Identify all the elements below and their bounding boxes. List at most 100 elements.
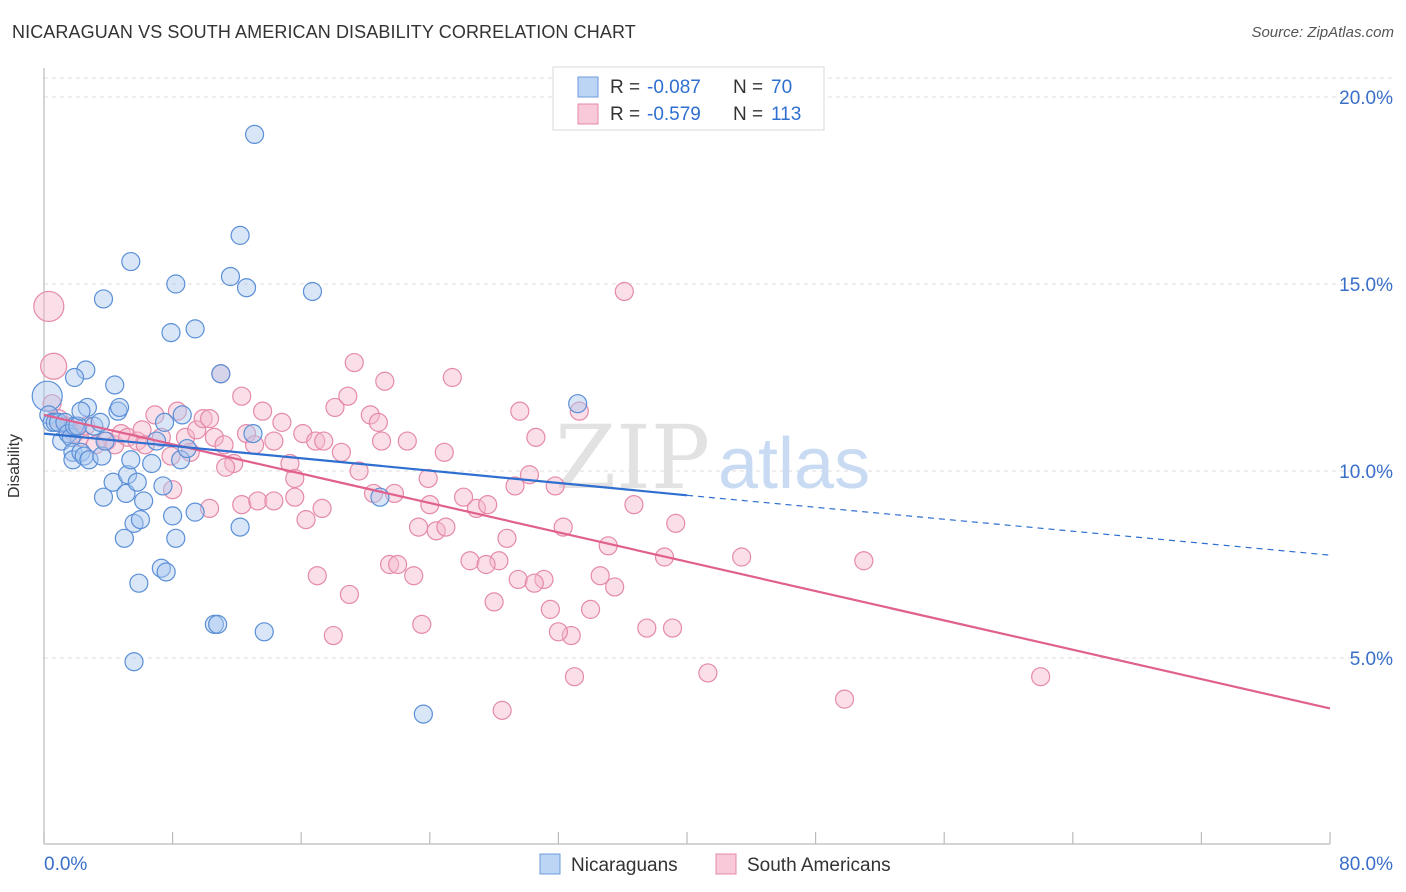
chart-title: NICARAGUAN VS SOUTH AMERICAN DISABILITY … — [12, 22, 636, 42]
data-point-south-americans — [605, 577, 625, 597]
data-point-south-americans — [854, 551, 874, 571]
watermark-atlas: atlas — [718, 424, 870, 504]
data-point-nicaraguans — [127, 472, 147, 492]
data-point-south-americans — [360, 405, 380, 425]
data-point-nicaraguans — [114, 528, 134, 548]
data-point-nicaraguans — [220, 266, 241, 287]
data-point-nicaraguans — [244, 124, 265, 144]
data-point-south-americans — [637, 618, 657, 638]
series-south-americans — [33, 281, 1051, 720]
data-point-nicaraguans — [71, 401, 91, 421]
data-point-nicaraguans — [76, 360, 96, 380]
data-point-nicaraguans — [121, 251, 141, 272]
data-point-nicaraguans — [153, 476, 173, 496]
data-point-south-americans — [666, 513, 686, 533]
data-point-south-americans — [508, 569, 528, 590]
data-point-nicaraguans — [236, 278, 257, 298]
data-point-south-americans — [569, 401, 589, 421]
data-point-south-americans — [380, 554, 400, 575]
data-point-south-americans — [453, 487, 474, 507]
data-point-south-americans — [442, 367, 462, 388]
axes: 5.0% 10.0% 15.0% 20.0% 0.0% 80.0% — [43, 68, 1393, 875]
data-point-south-americans — [216, 457, 236, 477]
data-point-south-americans — [545, 476, 565, 496]
data-point-south-americans — [371, 431, 392, 451]
data-point-south-americans — [344, 352, 364, 373]
data-point-nicaraguans — [142, 453, 162, 474]
data-point-south-americans — [232, 386, 252, 406]
data-point-nicaraguans — [63, 442, 83, 462]
data-point-south-americans — [489, 551, 509, 571]
data-point-nicaraguans — [109, 397, 130, 418]
data-point-south-americans — [388, 554, 408, 575]
data-point-nicaraguans — [58, 424, 78, 444]
data-point-nicaraguans — [171, 450, 191, 470]
watermark-zip: ZIP — [555, 406, 710, 509]
data-point-south-americans — [476, 554, 496, 575]
data-point-south-americans — [161, 446, 181, 466]
legend-bottom: Nicaraguans South Americans — [539, 853, 891, 876]
data-point-south-americans — [163, 480, 183, 500]
data-point-south-americans — [248, 491, 268, 511]
legend-swatch-south-americans — [577, 103, 599, 125]
data-point-south-americans — [732, 547, 752, 567]
legend-n-label: N = — [733, 77, 763, 98]
data-point-nicaraguans — [166, 274, 186, 294]
data-point-south-americans — [204, 427, 224, 447]
data-point-south-americans — [285, 487, 305, 507]
y-tick-label: 5.0% — [1350, 649, 1393, 670]
data-point-south-americans — [698, 663, 718, 683]
legend-r-value-south-americans: -0.579 — [647, 104, 701, 125]
data-point-nicaraguans — [568, 394, 588, 414]
data-point-south-americans — [232, 495, 252, 515]
data-point-nicaraguans — [413, 704, 433, 724]
data-point-south-americans — [264, 431, 284, 451]
data-point-south-americans — [526, 427, 546, 447]
data-point-nicaraguans — [71, 442, 91, 462]
data-point-south-americans — [338, 386, 358, 406]
data-point-nicaraguans — [134, 491, 154, 511]
data-point-nicaraguans — [64, 367, 85, 388]
data-point-south-americans — [323, 625, 343, 646]
data-point-south-americans — [349, 461, 369, 481]
data-point-south-americans — [132, 420, 152, 440]
data-point-south-americans — [590, 566, 610, 586]
trend-line-nicaraguans-extension — [686, 494, 1331, 556]
data-point-nicaraguans — [31, 380, 63, 412]
data-point-south-americans — [484, 592, 504, 612]
data-point-south-americans — [272, 412, 292, 432]
legend-n-label: N = — [733, 104, 763, 125]
legend-n-value-nicaraguans: 70 — [771, 77, 792, 98]
data-point-south-americans — [214, 435, 234, 455]
data-point-south-americans — [662, 618, 683, 638]
legend-r-label: R = — [610, 77, 640, 98]
data-point-nicaraguans — [124, 652, 144, 672]
data-point-south-americans — [534, 569, 554, 590]
data-point-south-americans — [236, 424, 257, 444]
data-point-south-americans — [404, 566, 424, 586]
legend-bottom-swatch-nicaraguans — [539, 853, 561, 875]
legend-bottom-nicaraguans: Nicaraguans — [571, 855, 678, 876]
data-point-south-americans — [561, 625, 581, 646]
data-point-south-americans — [193, 409, 213, 429]
data-point-nicaraguans — [302, 281, 323, 302]
data-point-nicaraguans — [163, 506, 183, 526]
data-point-nicaraguans — [92, 446, 112, 466]
data-point-south-americans — [580, 599, 601, 619]
data-point-south-americans — [314, 431, 334, 451]
gridlines — [44, 77, 1394, 659]
data-point-south-americans — [307, 566, 327, 586]
data-point-south-americans — [460, 551, 480, 571]
trend-line-nicaraguans — [43, 432, 688, 497]
data-point-nicaraguans — [129, 573, 149, 593]
legend-top: R = -0.087 N = 70 R = -0.579 N = 113 — [552, 66, 825, 131]
data-point-nicaraguans — [105, 375, 125, 395]
data-point-nicaraguans — [254, 622, 274, 642]
data-point-nicaraguans — [243, 424, 263, 444]
data-point-south-americans — [312, 498, 332, 518]
data-point-nicaraguans — [211, 364, 231, 384]
data-point-south-americans — [306, 431, 326, 451]
data-point-south-americans — [33, 290, 65, 323]
data-point-nicaraguans — [172, 405, 192, 425]
x-tick-label-max: 80.0% — [1339, 854, 1393, 875]
